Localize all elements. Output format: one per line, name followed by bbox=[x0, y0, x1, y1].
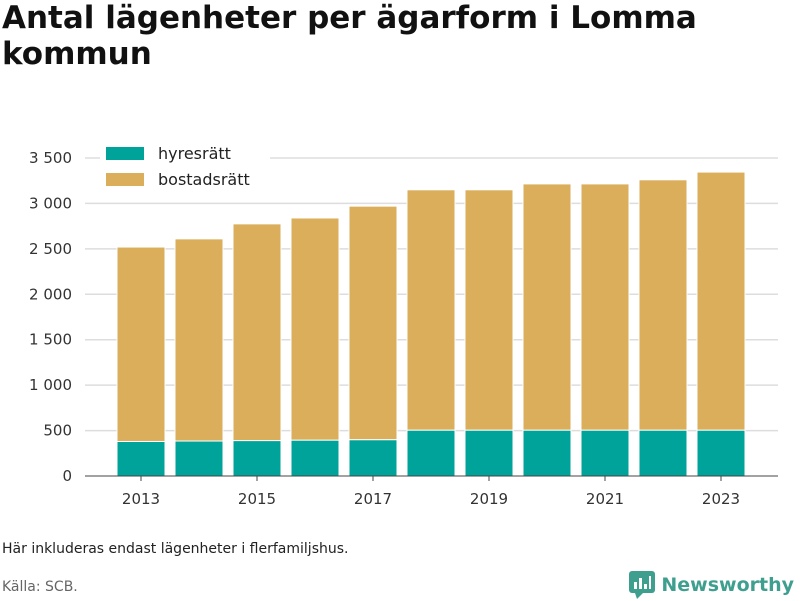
legend-label-bostadsratt: bostadsrätt bbox=[158, 170, 250, 189]
bar-hyresratt-2019 bbox=[464, 429, 514, 477]
x-tick-label: 2021 bbox=[586, 490, 624, 508]
legend-swatch-bostadsratt bbox=[106, 173, 144, 186]
y-tick-label: 1 000 bbox=[29, 376, 72, 394]
bar-bostadsratt-2018 bbox=[406, 189, 456, 431]
bars bbox=[116, 171, 746, 477]
bar-bostadsratt-2015 bbox=[232, 223, 282, 442]
y-tick-label: 0 bbox=[62, 467, 72, 485]
bar-hyresratt-2023 bbox=[696, 429, 746, 477]
x-tick-label: 2019 bbox=[470, 490, 508, 508]
bar-bostadsratt-2016 bbox=[290, 217, 340, 441]
bar-hyresratt-2015 bbox=[232, 440, 282, 477]
legend: hyresrätt bostadsrätt bbox=[100, 138, 270, 198]
legend-label-hyresratt: hyresrätt bbox=[158, 144, 231, 163]
bar-hyresratt-2014 bbox=[174, 440, 224, 477]
y-tick-label: 2 500 bbox=[29, 240, 72, 258]
bar-hyresratt-2020 bbox=[522, 429, 572, 477]
newsworthy-logo-icon bbox=[629, 571, 656, 599]
x-tick-label: 2015 bbox=[238, 490, 276, 508]
y-axis: 0 500 1 000 1 500 2 000 2 500 3 000 3 500 bbox=[29, 149, 72, 485]
x-tick-label: 2013 bbox=[122, 490, 160, 508]
brand-name: Newsworthy bbox=[661, 574, 794, 596]
bar-hyresratt-2017 bbox=[348, 439, 398, 477]
y-tick-label: 2 000 bbox=[29, 285, 72, 303]
bar-bostadsratt-2013 bbox=[116, 246, 166, 442]
bar-hyresratt-2013 bbox=[116, 440, 166, 477]
chart-title: Antal lägenheter per ägarform i Lomma ko… bbox=[2, 0, 697, 72]
x-axis: 2013 2015 2017 2019 2021 2023 bbox=[85, 475, 778, 508]
y-tick-label: 1 500 bbox=[29, 331, 72, 349]
footnote: Här inkluderas endast lägenheter i flerf… bbox=[2, 541, 349, 557]
bar-bostadsratt-2017 bbox=[348, 205, 398, 441]
bar-hyresratt-2022 bbox=[638, 429, 688, 477]
bar-bostadsratt-2021 bbox=[580, 183, 630, 431]
bar-hyresratt-2016 bbox=[290, 439, 340, 477]
bar-bostadsratt-2019 bbox=[464, 189, 514, 431]
bar-bostadsratt-2022 bbox=[638, 179, 688, 431]
brand-logo: Newsworthy bbox=[629, 569, 794, 601]
bar-bostadsratt-2023 bbox=[696, 171, 746, 431]
y-tick-label: 3 000 bbox=[29, 194, 72, 212]
bar-bostadsratt-2020 bbox=[522, 183, 572, 431]
y-tick-label: 3 500 bbox=[29, 149, 72, 167]
source-note: Källa: SCB. bbox=[2, 579, 78, 595]
y-tick-label: 500 bbox=[43, 422, 72, 440]
x-tick-label: 2017 bbox=[354, 490, 392, 508]
x-tick-label: 2023 bbox=[702, 490, 740, 508]
bar-hyresratt-2021 bbox=[580, 429, 630, 477]
legend-swatch-hyresratt bbox=[106, 147, 144, 160]
bar-bostadsratt-2014 bbox=[174, 238, 224, 442]
bar-hyresratt-2018 bbox=[406, 429, 456, 477]
